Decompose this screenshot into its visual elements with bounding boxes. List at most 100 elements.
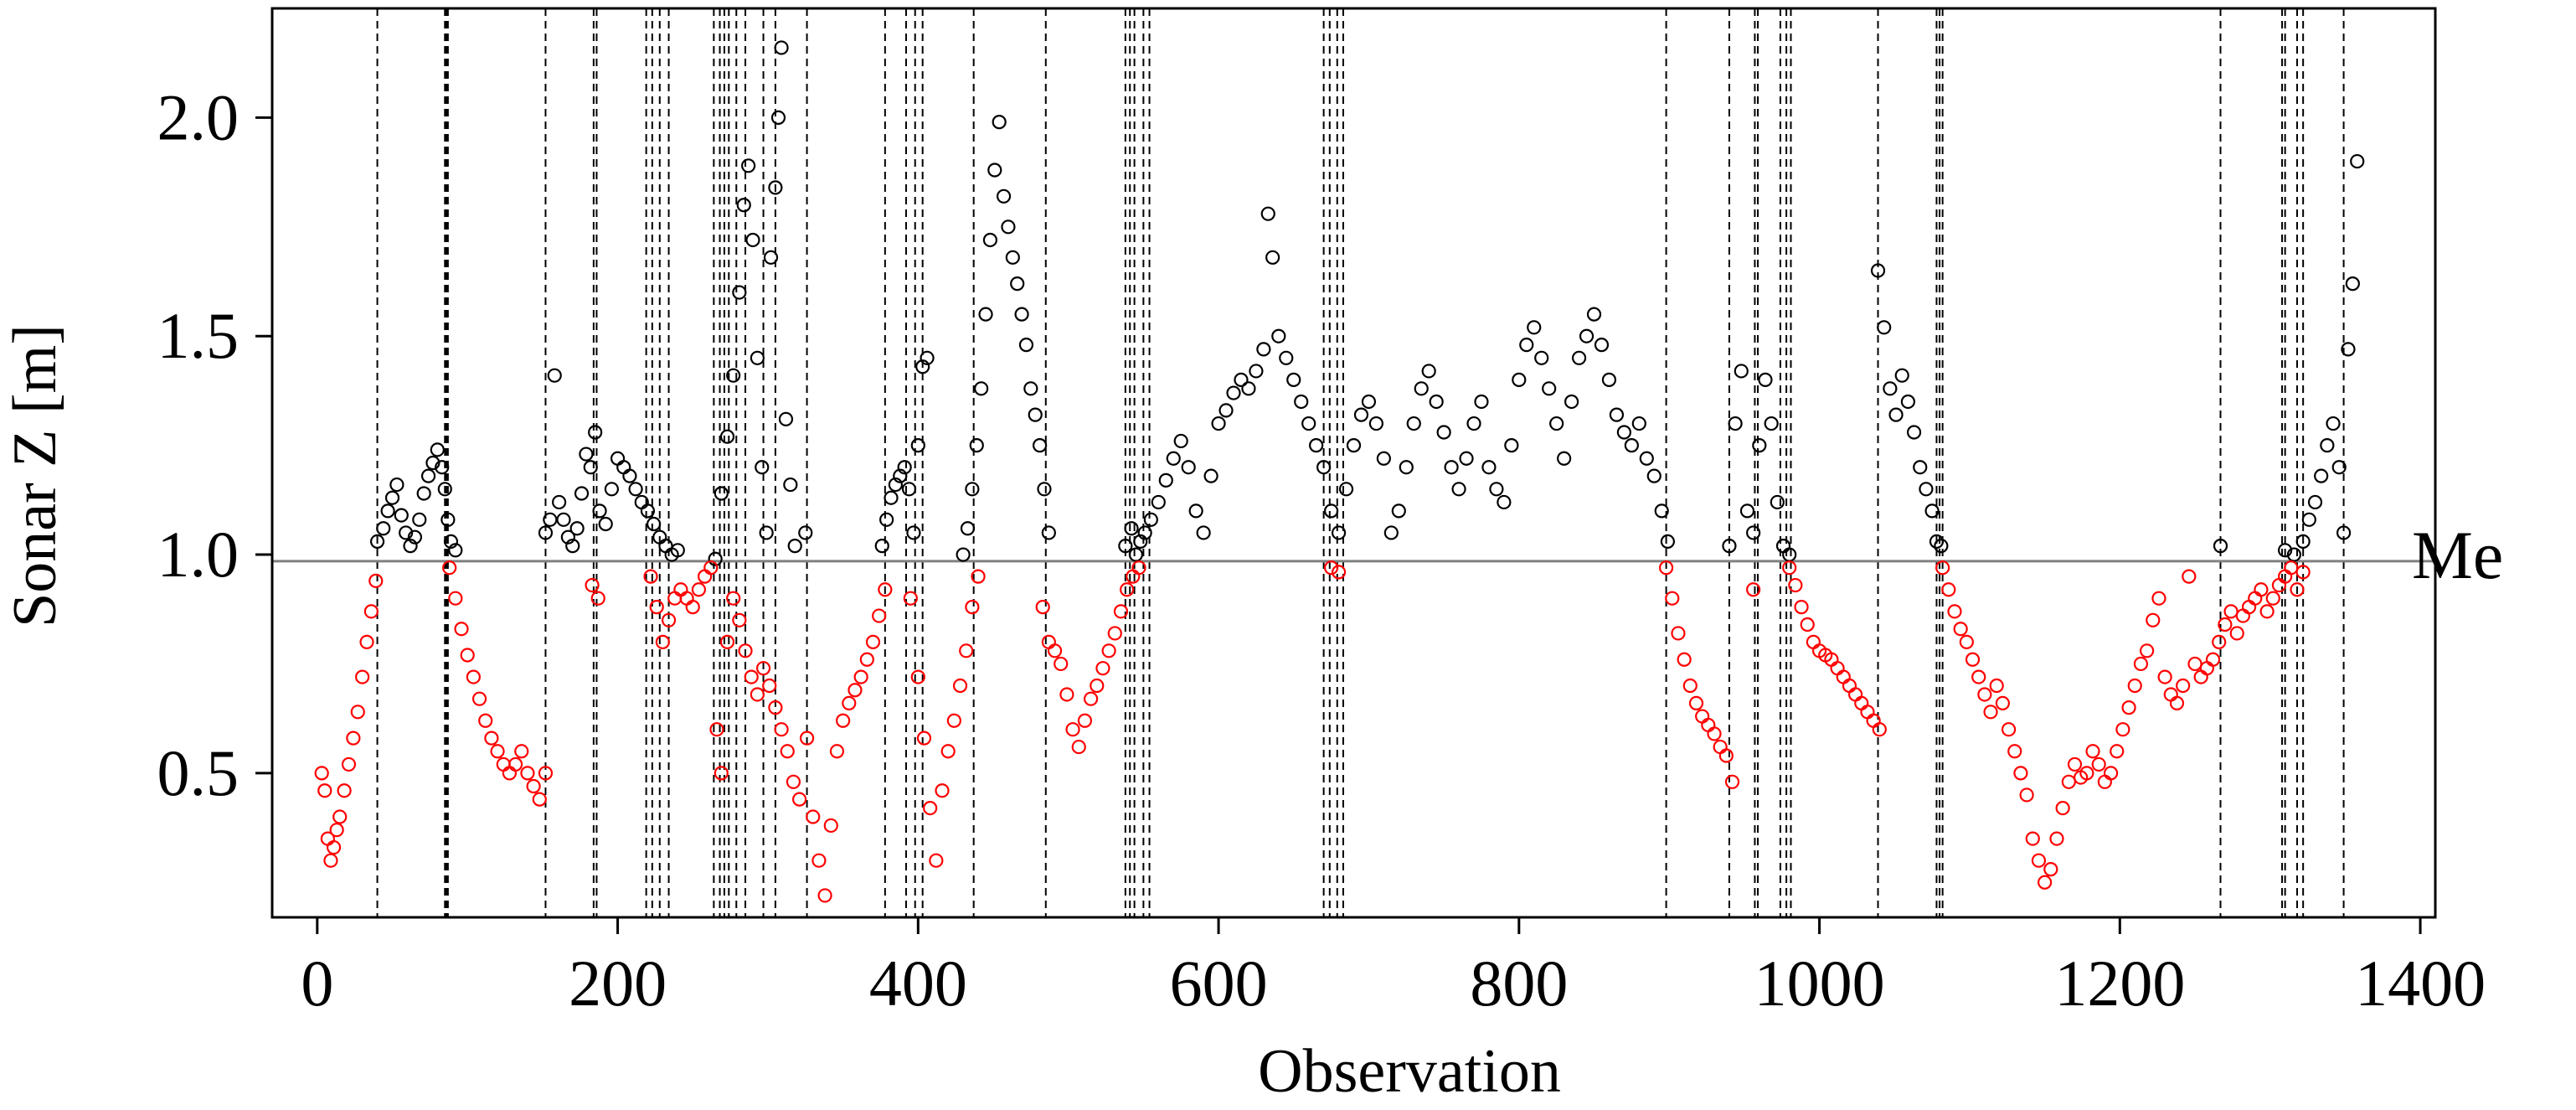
- point-above-168: [1646, 468, 1662, 483]
- point-above-139: [1429, 394, 1444, 410]
- point-below-27: [514, 744, 529, 759]
- point-above-115: [1256, 342, 1271, 357]
- point-below-136: [1947, 604, 1962, 619]
- point-below-66: [836, 713, 851, 728]
- point-below-113: [1707, 726, 1722, 741]
- point-below-4: [326, 839, 342, 855]
- point-above-173: [1734, 364, 1749, 379]
- point-below-39: [673, 582, 688, 597]
- point-below-37: [661, 612, 677, 627]
- point-above-130: [1361, 394, 1377, 410]
- point-below-42: [691, 582, 707, 597]
- point-below-161: [2097, 774, 2112, 789]
- point-above-33: [604, 482, 619, 497]
- point-above-171: [1722, 539, 1737, 554]
- point-below-86: [1035, 600, 1050, 615]
- point-below-118: [1782, 560, 1797, 576]
- point-below-186: [2248, 591, 2263, 606]
- point-above-25: [565, 539, 580, 554]
- point-above-181: [1782, 547, 1797, 562]
- point-below-188: [2259, 604, 2275, 619]
- point-below-44: [703, 560, 719, 576]
- point-above-67: [888, 477, 904, 493]
- point-above-65: [879, 512, 894, 527]
- point-below-167: [2133, 656, 2149, 672]
- point-below-127: [1836, 669, 1851, 684]
- point-below-72: [872, 608, 887, 623]
- point-above-44: [670, 543, 685, 558]
- point-below-38: [667, 591, 683, 606]
- point-below-78: [929, 853, 944, 868]
- point-below-7: [337, 783, 352, 798]
- point-above-60: [778, 411, 794, 426]
- point-below-41: [685, 600, 700, 615]
- point-above-87: [1010, 276, 1025, 292]
- point-above-129: [1353, 407, 1369, 422]
- point-above-201: [2320, 438, 2335, 453]
- point-below-128: [1842, 678, 1857, 694]
- point-below-53: [755, 661, 771, 676]
- point-below-101: [1126, 569, 1141, 584]
- point-above-122: [1301, 416, 1316, 431]
- point-below-33: [590, 591, 605, 606]
- point-above-17: [443, 534, 459, 549]
- point-below-11: [355, 669, 370, 684]
- point-below-133: [1872, 722, 1887, 737]
- point-above-34: [610, 451, 626, 466]
- point-below-65: [829, 744, 845, 759]
- point-below-158: [2079, 766, 2094, 781]
- point-below-180: [2212, 634, 2227, 649]
- point-above-106: [1188, 503, 1203, 519]
- point-above-153: [1534, 350, 1549, 365]
- point-below-20: [471, 691, 487, 706]
- point-above-138: [1421, 364, 1436, 379]
- point-below-68: [848, 683, 863, 698]
- point-above-92: [1033, 438, 1048, 453]
- point-above-191: [1924, 503, 1940, 519]
- point-above-136: [1406, 416, 1421, 431]
- point-above-19: [538, 525, 554, 540]
- point-above-134: [1391, 503, 1406, 519]
- point-above-180: [1775, 539, 1791, 554]
- point-below-57: [780, 744, 795, 759]
- point-above-158: [1571, 350, 1587, 365]
- plot-frame: [270, 7, 2437, 919]
- x-tick-label-5: 1000: [1754, 947, 1885, 1020]
- point-below-147: [2013, 766, 2028, 781]
- point-above-195: [2278, 543, 2293, 558]
- point-above-123: [1309, 438, 1324, 453]
- point-below-177: [2193, 669, 2208, 684]
- point-below-84: [965, 600, 980, 615]
- point-above-142: [1451, 482, 1466, 497]
- point-above-6: [399, 525, 414, 540]
- point-above-7: [403, 539, 418, 554]
- point-below-139: [1965, 652, 1981, 667]
- point-above-174: [1739, 503, 1755, 519]
- x-tick-label-4: 800: [1470, 947, 1568, 1020]
- point-below-102: [1131, 560, 1146, 576]
- point-above-10: [416, 486, 431, 501]
- point-below-166: [2127, 678, 2142, 694]
- point-above-53: [750, 350, 765, 365]
- point-above-16: [440, 512, 456, 527]
- point-below-43: [697, 569, 713, 584]
- point-above-182: [1870, 263, 1886, 278]
- point-above-141: [1444, 460, 1459, 475]
- point-below-193: [2290, 582, 2305, 597]
- point-above-170: [1660, 534, 1675, 549]
- point-above-50: [736, 198, 751, 213]
- point-below-155: [2061, 774, 2076, 789]
- point-below-40: [679, 591, 694, 606]
- x-tick-label-2: 400: [869, 947, 967, 1020]
- point-below-132: [1866, 713, 1881, 728]
- point-above-54: [755, 460, 770, 475]
- point-below-3: [323, 853, 338, 868]
- point-above-57: [768, 180, 783, 195]
- point-above-81: [982, 232, 998, 248]
- point-above-156: [1557, 451, 1572, 466]
- point-above-137: [1414, 381, 1429, 396]
- point-below-135: [1941, 582, 1956, 597]
- point-below-87: [1041, 634, 1056, 649]
- point-above-207: [2350, 153, 2365, 169]
